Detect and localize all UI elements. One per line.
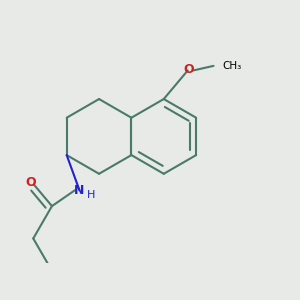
Text: N: N <box>74 184 85 197</box>
Text: O: O <box>184 63 194 76</box>
Text: H: H <box>87 190 95 200</box>
Text: O: O <box>25 176 36 189</box>
Text: CH₃: CH₃ <box>223 61 242 71</box>
